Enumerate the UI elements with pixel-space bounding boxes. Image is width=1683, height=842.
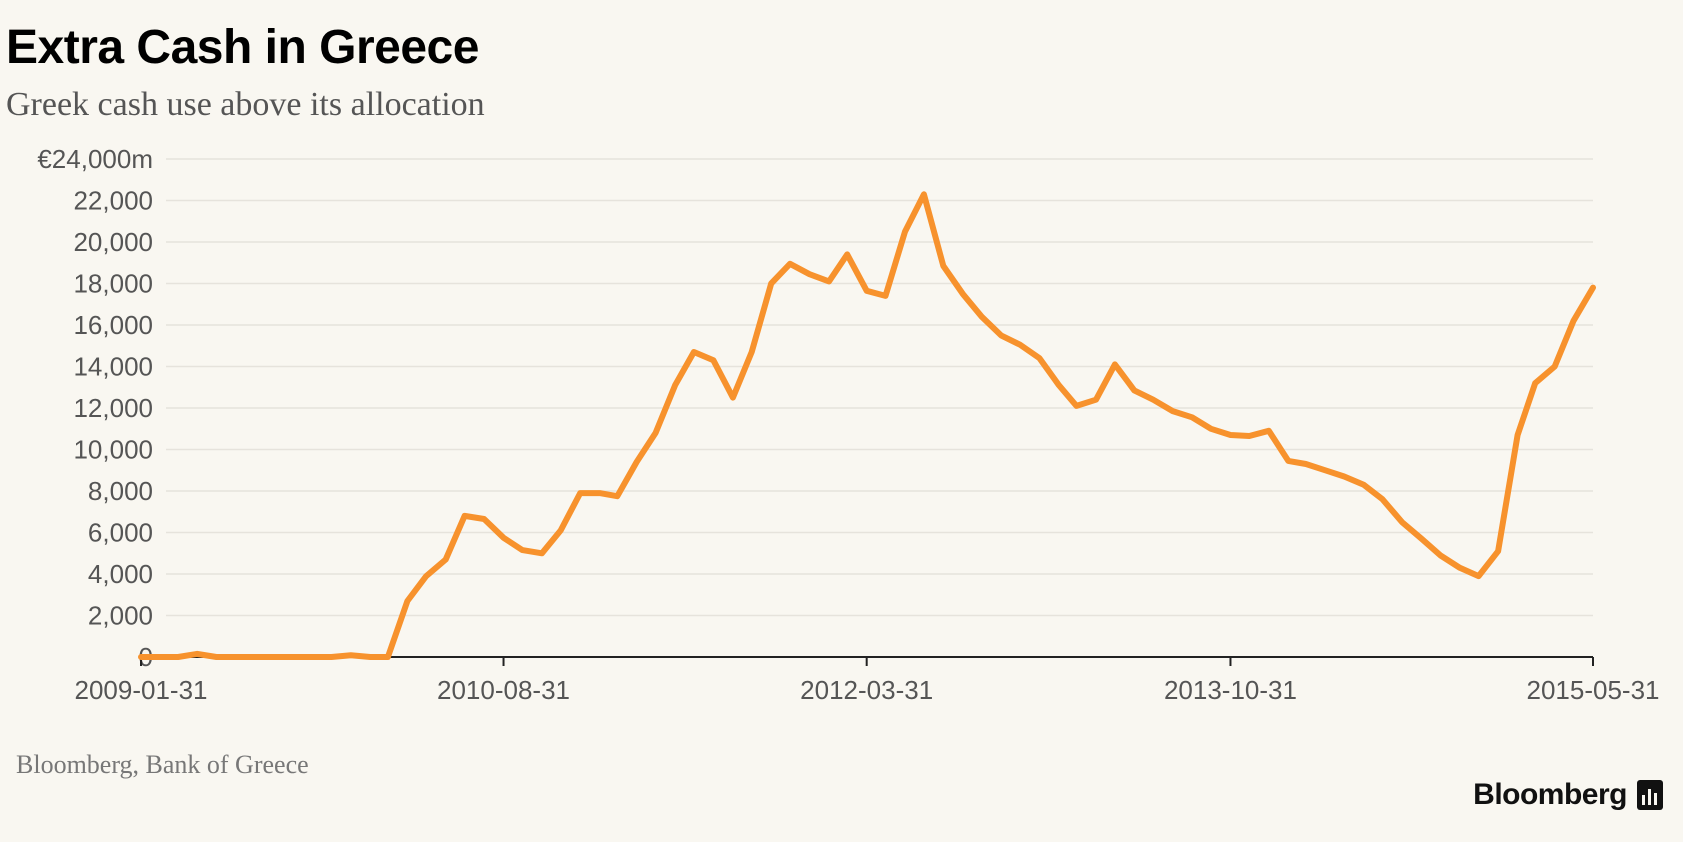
y-tick-label: 2,000 [88, 601, 153, 631]
y-tick-label: €24,000m [37, 144, 153, 174]
x-tick-label: 2013-10-31 [1164, 675, 1297, 705]
y-tick-label: 4,000 [88, 559, 153, 589]
brand-mark: Bloomberg [1473, 778, 1663, 812]
brand-wordmark: Bloomberg [1473, 778, 1627, 811]
y-tick-label: 22,000 [73, 186, 153, 216]
bloomberg-logo-icon [1637, 780, 1663, 810]
x-tick-label: 2015-05-31 [1527, 675, 1660, 705]
y-tick-label: 12,000 [73, 393, 153, 423]
x-tick-label: 2010-08-31 [437, 675, 570, 705]
x-axis: 2009-01-31 2010-08-31 2012-03-31 2013-10-31… [75, 656, 1660, 705]
grid-lines [166, 158, 1593, 617]
y-tick-label: 6,000 [88, 518, 153, 548]
y-tick-label: 20,000 [73, 227, 153, 257]
x-tick-label: 2009-01-31 [75, 675, 208, 705]
y-axis-ticks: €24,000m 22,000 20,000 18,000 16,000 14,000 12… [37, 144, 153, 672]
series-layer [138, 191, 1596, 660]
source-note: Bloomberg, Bank of Greece [16, 750, 309, 779]
x-tick-label: 2012-03-31 [800, 675, 933, 705]
chart-title: Extra Cash in Greece [6, 21, 479, 74]
y-tick-label: 10,000 [73, 435, 153, 465]
y-tick-label: 14,000 [73, 352, 153, 382]
y-tick-label: 18,000 [73, 269, 153, 299]
y-tick-label: 16,000 [73, 310, 153, 340]
y-tick-label: 8,000 [88, 476, 153, 506]
chart-subtitle: Greek cash use above its allocation [6, 86, 485, 123]
series-line [138, 191, 1596, 660]
